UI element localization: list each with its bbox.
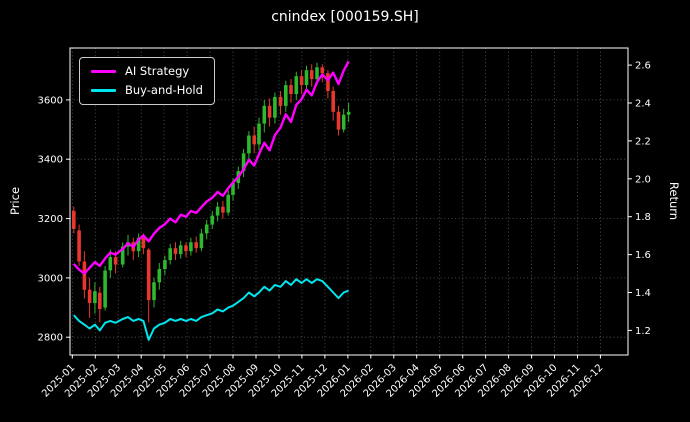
candle-body	[178, 245, 183, 255]
candle-body	[294, 76, 299, 94]
candle-body	[199, 233, 204, 249]
plot-frame	[69, 47, 629, 356]
candle-body	[215, 206, 220, 216]
price-tick-label: 3400	[38, 155, 63, 166]
candle-body	[284, 85, 288, 106]
x-axis-ticks: 2025-012025-022025-032025-042025-052025-…	[40, 355, 606, 400]
candle-body	[241, 153, 246, 172]
candle-body	[346, 111, 351, 115]
price-tick-label: 3000	[38, 273, 63, 284]
candle-body	[221, 206, 225, 213]
return-tick-label: 1.6	[635, 250, 651, 261]
chart-title: cnindex [000159.SH]	[271, 9, 419, 25]
return-tick-label: 2.6	[635, 61, 651, 72]
ai-strategy-line	[72, 60, 350, 275]
return-tick-label: 2.2	[635, 136, 651, 147]
candle-body	[273, 96, 277, 118]
candle-body	[103, 270, 107, 308]
price-tick-label: 3600	[38, 95, 63, 106]
ai-strategy-legend-label: AI Strategy	[125, 64, 190, 78]
candle-body	[252, 135, 256, 145]
candle-body	[320, 67, 325, 74]
return-tick-label: 1.8	[635, 212, 651, 223]
price-axis-label: Price	[8, 186, 22, 216]
return-axis-ticks: 1.2 1.4 1.6 1.8 2.0 2.2 2.4 2.6	[628, 61, 651, 337]
candle-body	[93, 291, 97, 304]
candle-body	[231, 183, 235, 195]
buy-and-hold-line-swatch	[91, 88, 116, 92]
candle-body	[173, 248, 178, 255]
candle-body	[315, 67, 319, 80]
candle-body	[82, 261, 87, 290]
candle-body	[194, 242, 198, 249]
return-axis-label: Return	[667, 181, 681, 221]
return-tick-label: 1.4	[635, 288, 651, 299]
candle-body	[204, 224, 209, 234]
price-tick-label: 3200	[38, 214, 63, 225]
candle-body	[278, 96, 283, 106]
candle-body	[189, 242, 193, 252]
candle-body	[184, 245, 188, 252]
return-tick-label: 1.2	[635, 326, 651, 337]
price-tick-label: 2800	[38, 333, 63, 344]
candle-body	[152, 282, 156, 301]
buy-and-hold-legend-label: Buy-and-Hold	[125, 82, 203, 97]
candlestick-series	[72, 62, 351, 323]
candle-body	[336, 111, 341, 130]
candle-body	[113, 257, 118, 265]
candle-body	[163, 260, 167, 269]
candle-body	[72, 211, 76, 229]
candle-body	[247, 135, 251, 154]
candle-body	[326, 73, 330, 91]
return-tick-label: 2.4	[635, 99, 651, 110]
candle-body	[136, 237, 141, 252]
candle-body	[262, 105, 267, 124]
candle-body	[257, 123, 261, 145]
legend: AI Strategy Buy-and-Hold	[79, 57, 215, 105]
candle-body	[226, 194, 230, 213]
candle-body	[267, 105, 272, 118]
legend-item-ai-strategy: AI Strategy	[91, 64, 203, 78]
candle-body	[341, 114, 346, 130]
candle-body	[141, 237, 146, 249]
legend-item-buy-and-hold: Buy-and-Hold	[91, 82, 203, 97]
candle-body	[87, 289, 92, 303]
ai-strategy-line-swatch	[91, 70, 116, 74]
price-axis-ticks: 2800 3000 3200 3400 3600	[38, 95, 70, 344]
candle-body	[331, 91, 335, 112]
candle-body	[289, 85, 293, 94]
candle-body	[108, 257, 113, 271]
candle-body	[98, 292, 102, 309]
candle-body	[299, 76, 304, 86]
candle-body	[146, 249, 151, 301]
candle-body	[304, 70, 309, 85]
candle-body	[168, 248, 172, 261]
candle-body	[77, 230, 81, 262]
candle-body	[157, 269, 162, 283]
return-tick-label: 2.0	[635, 174, 651, 185]
candle-body	[309, 70, 314, 80]
candle-body	[120, 246, 125, 265]
candle-body	[210, 215, 215, 225]
buy-and-hold-line	[73, 278, 349, 341]
